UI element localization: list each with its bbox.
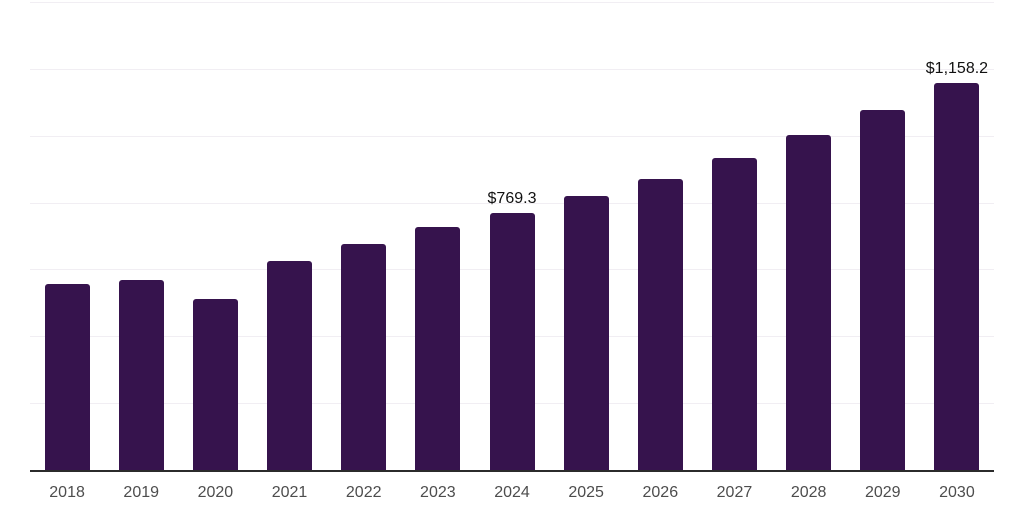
x-tick-2024: 2024	[494, 484, 530, 501]
x-axis-line	[30, 470, 994, 472]
bar-2024	[489, 212, 535, 470]
bar-2019	[118, 280, 164, 470]
x-tick-2021: 2021	[271, 484, 308, 501]
x-tick-2025: 2025	[568, 484, 604, 501]
bar-2023	[415, 226, 461, 470]
bar-2025	[563, 195, 609, 470]
x-tick-2023: 2023	[420, 484, 456, 501]
x-tick-2027: 2027	[716, 484, 753, 501]
bar-2022	[341, 244, 387, 470]
bar-2027	[711, 158, 757, 470]
plot-area: $769.3 $1,158.2	[30, 2, 994, 472]
x-tick-2018: 2018	[49, 484, 85, 501]
gridline-1400	[30, 2, 994, 3]
bar-2021	[267, 261, 313, 470]
x-tick-2030: 2030	[939, 484, 975, 501]
bar-2029	[860, 109, 906, 470]
x-axis-tick-labels: 2018 2019 2020 2021 2022 2023 2024 2025 2026 2027…	[30, 485, 994, 505]
x-tick-2019: 2019	[123, 484, 160, 501]
value-label-2030: $1,158.2	[925, 59, 989, 77]
x-tick-2028: 2028	[790, 484, 827, 501]
x-tick-2020: 2020	[197, 484, 234, 501]
gridline-800	[30, 202, 994, 204]
gridline-1200	[30, 68, 994, 70]
gridline-1000	[30, 135, 994, 137]
x-tick-2022: 2022	[345, 484, 382, 501]
x-tick-2026: 2026	[642, 484, 679, 501]
value-label-2024: $769.3	[487, 189, 537, 207]
bar-2020	[192, 299, 238, 470]
bar-2026	[637, 179, 683, 470]
bar-2028	[786, 135, 832, 470]
bar-2018	[44, 284, 90, 470]
x-tick-2029: 2029	[864, 484, 901, 501]
bar-2030	[934, 82, 980, 470]
